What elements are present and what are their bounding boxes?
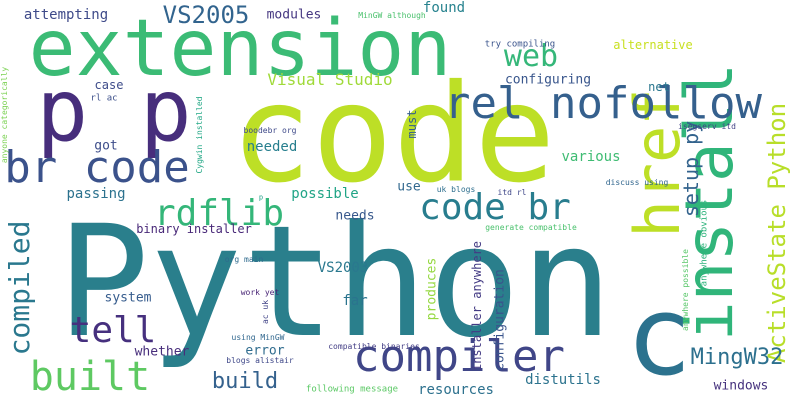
word-net: net <box>648 80 670 94</box>
word-boodebr-org: boodebr org <box>243 126 297 135</box>
word-error: error <box>245 343 285 359</box>
word-distutils: distutils <box>525 372 601 388</box>
word-build: build <box>211 369 279 394</box>
word-vs2005: VS2005 <box>162 1 250 29</box>
word-anyone-categorically: anyone categorically <box>0 66 9 164</box>
word-try-compiling: try compiling <box>484 39 556 50</box>
word-activestate-python: ActiveState Python <box>763 102 791 364</box>
word-following-message: following message <box>305 384 399 395</box>
word-p: p <box>258 193 264 202</box>
word-possible: possible <box>291 186 359 202</box>
word-code: code <box>230 55 556 213</box>
word-itd-rl: itd rl <box>497 188 527 197</box>
word-needed: needed <box>246 139 298 155</box>
word-p-p: p p <box>36 61 192 161</box>
word-uk-blogs: uk blogs <box>436 185 476 194</box>
word-passing: passing <box>66 186 126 202</box>
word-mingw32: MingW32 <box>690 345 784 370</box>
word-generate-compatible: generate compatible <box>485 223 577 232</box>
word-resources: resources <box>418 382 494 398</box>
word-whether: whether <box>134 344 190 360</box>
word-must: must <box>405 109 419 139</box>
word-various: various <box>561 149 621 165</box>
word-needs: needs <box>335 208 375 224</box>
word-built: built <box>29 354 151 400</box>
word-blogs-alistair: blogs alistair <box>226 356 294 365</box>
word-far: far <box>342 293 368 309</box>
word-case: case <box>94 78 124 92</box>
word-produces: produces <box>424 257 440 321</box>
word-rel-nofollow: rel nofollow <box>444 78 762 129</box>
word-cygwin-installed: Cygwin installed <box>195 96 204 174</box>
word-ac-uk: ac uk <box>261 299 270 325</box>
word-discuss-using: discuss using <box>605 178 669 187</box>
word-anywhere-possible: anywhere possible <box>681 249 690 331</box>
word-found: found <box>422 0 466 16</box>
word-compiled: compiled <box>3 220 36 356</box>
word-compiler: compiler <box>353 331 565 382</box>
word-binary-installer: binary installer <box>136 222 252 236</box>
word-br-code: br code <box>4 142 190 193</box>
word-system: system <box>104 290 152 306</box>
word-vs2003: VS2003 <box>317 260 369 276</box>
word-tell: tell <box>69 310 157 351</box>
word-use: use <box>397 179 421 195</box>
word-windows: windows <box>713 378 769 394</box>
word-configuring: configuring <box>504 72 592 88</box>
word-c: c <box>625 272 693 400</box>
word-isegserv-itd: isegserv itd <box>678 122 736 131</box>
word-visual-studio: Visual Studio <box>267 70 393 89</box>
word-attempting: attempting <box>23 7 109 23</box>
word-using-mingw: using MinGW <box>231 333 285 342</box>
word-compatible-binaries: compatible binaries <box>328 342 420 351</box>
word-org-main: org main <box>224 255 264 264</box>
word-code-br: code br <box>419 187 571 228</box>
word-rdflib: rdflib <box>153 193 285 234</box>
word-python: Python <box>56 193 614 372</box>
word-installer-anywhere: installer anywhere <box>470 240 484 372</box>
word-modules: modules <box>266 7 322 23</box>
word-work-yet: work yet <box>240 288 280 297</box>
word-mingw-although: MinGW although <box>358 11 426 20</box>
word-got: got <box>94 138 118 154</box>
word-web: web <box>503 39 559 74</box>
word-extension: extension <box>28 4 452 94</box>
word-anywhere-obvious: anywhere obvious <box>699 199 710 287</box>
word-alternative: alternative <box>613 38 693 52</box>
word-configuration: configuration <box>492 269 508 371</box>
word-rl-ac: rl ac <box>90 93 118 104</box>
word-setup-py: setup py <box>679 120 703 218</box>
